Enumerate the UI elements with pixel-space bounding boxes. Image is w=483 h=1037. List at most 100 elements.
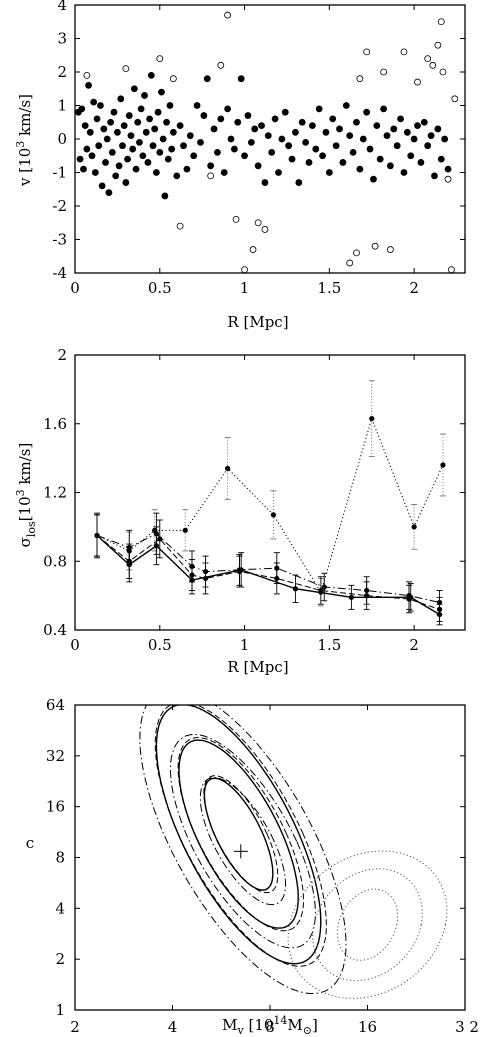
member-galaxy-point [154,108,162,116]
member-galaxy-point [173,172,181,180]
member-galaxy-point [90,98,98,106]
member-galaxy-point [376,155,384,163]
member-galaxy-point [103,135,111,143]
member-galaxy-point [288,155,296,163]
member-galaxy-point [400,169,408,176]
panel3-xtick-label: 16 [358,1018,377,1036]
panel3-ytick-label: 64 [46,696,65,714]
dispersion-line [96,417,444,594]
member-galaxy-point [295,179,303,186]
panel1-ytick-label: 4 [57,0,67,14]
member-galaxy-point [80,165,87,173]
dispersion-point [238,567,244,573]
member-galaxy-point [197,138,204,146]
member-galaxy-point [214,149,221,156]
confidence-contour [177,737,305,932]
member-galaxy-point [261,179,269,186]
panel3-ytick-label: 8 [55,849,65,867]
confidence-contour [312,868,423,982]
member-galaxy-point [275,169,282,176]
panel1-ytick-label: -3 [52,231,67,249]
panel2-series [94,380,446,626]
member-galaxy-point [346,132,354,140]
member-galaxy-point [332,142,340,150]
member-galaxy-point [85,82,92,89]
interloper-point [224,11,232,19]
member-galaxy-point [110,108,118,116]
dispersion-point [369,415,375,422]
panel1-ylabel: v [103 km/s] [14,94,34,187]
member-galaxy-point [146,115,154,123]
member-galaxy-point [254,162,262,170]
interloper-point [371,242,379,250]
panel1-ytick-label: -1 [52,164,67,182]
panel2-ytick-label: 0.4 [43,621,67,639]
member-galaxy-point [302,138,310,146]
panel2-xlabel: R [Mpc] [227,658,288,676]
panel2-ylabel-sub: los [25,521,38,537]
dispersion-point [225,465,231,472]
member-galaxy-point [403,128,411,136]
member-galaxy-point [115,162,123,170]
panel1-ytick-label: 3 [57,30,67,48]
interloper-point [254,219,262,227]
best-fit-marker [233,844,248,859]
panel1-ytick-label: 0 [57,130,67,148]
panel3-xtick-label: 4 [168,1018,178,1036]
interloper-point [207,172,215,180]
member-galaxy-point [156,149,164,156]
dispersion-line [96,533,440,603]
member-galaxy-point [268,149,276,156]
member-galaxy-point [264,132,272,140]
dispersion-series-dotted [94,380,446,607]
member-galaxy-point [93,115,101,123]
interloper-point [353,249,360,257]
member-galaxy-point [322,128,330,136]
member-galaxy-point [298,118,306,126]
member-galaxy-point [373,122,381,129]
member-galaxy-point [315,105,323,113]
dispersion-point [321,584,327,590]
member-galaxy-point [134,118,142,126]
dispersion-point [126,562,132,568]
dispersion-point [189,577,195,583]
member-galaxy-point [136,138,143,146]
interloper-point [176,222,184,230]
dispersion-point [270,512,276,518]
interloper-point [356,75,364,83]
member-galaxy-point [176,122,184,129]
panel2-ylabel-main: σ [16,537,34,547]
member-galaxy-point [129,145,137,153]
member-galaxy-point [390,125,398,133]
interloper-point [451,95,459,103]
member-galaxy-point [363,108,371,116]
member-galaxy-point [431,172,438,180]
member-galaxy-point [417,159,425,166]
member-galaxy-point [434,125,442,133]
confidence-contour [336,888,399,961]
member-galaxy-point [108,149,116,156]
interloper-point [386,246,394,253]
interloper-point [380,68,388,76]
member-galaxy-point [207,162,215,170]
contour-set-solid [155,705,322,965]
confidence-contour [139,705,347,994]
panel3-ylabel: c [26,834,34,852]
member-galaxy-point [427,132,435,140]
panel2-ylabel-tail: [10 [16,496,34,521]
member-galaxy-point [98,182,106,190]
member-galaxy-point [234,118,242,126]
member-galaxy-point [386,162,394,170]
panel1-points [74,11,459,274]
member-galaxy-point [139,152,147,160]
dispersion-series-dot-dash [94,512,443,615]
confidence-contour [287,850,448,999]
interloper-point [434,41,442,49]
interloper-point [217,61,225,69]
panel3-xlabel: Mv [1014M⊙] [222,1014,318,1037]
member-galaxy-point [339,159,347,166]
contour-set-dashed [154,705,327,967]
member-galaxy-point [130,85,138,93]
